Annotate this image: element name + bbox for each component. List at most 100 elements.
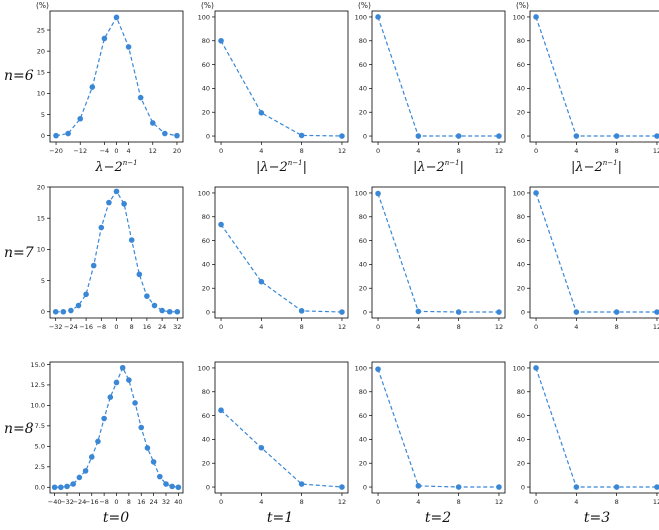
data-point [573, 484, 580, 490]
data-point [533, 14, 539, 20]
xtick-label: −12 [73, 147, 87, 155]
ytick-label: 20 [37, 183, 45, 191]
ytick-label: 20 [37, 47, 45, 55]
xtick-label: 0 [534, 147, 538, 155]
data-point [613, 309, 620, 315]
xtick-label: 8 [457, 147, 461, 155]
xtick-label: −32 [49, 323, 63, 331]
data-point [174, 308, 181, 315]
data-point [132, 400, 138, 406]
data-point [415, 133, 422, 139]
data-point [455, 484, 462, 490]
data-point [82, 468, 89, 474]
data-point [298, 481, 305, 487]
data-point [175, 484, 182, 491]
xtick-label: 4 [259, 147, 263, 155]
column-label: t=0 [103, 510, 129, 526]
ytick-label: 60 [202, 61, 210, 69]
panel-r2-c2: 0 20 40 60 80 100 0 4 8 12 [355, 361, 506, 506]
data-point [174, 132, 180, 139]
data-point [415, 308, 422, 315]
ytick-label: 100 [355, 364, 367, 372]
data-point [455, 133, 462, 139]
xtick-label: 8 [127, 498, 131, 506]
xtick-label: 40 [174, 498, 182, 506]
data-point [101, 35, 108, 42]
axes-frame [214, 186, 349, 319]
xtick-label: −8 [99, 498, 109, 506]
xtick-label: 12 [653, 147, 659, 155]
series-line [54, 366, 179, 488]
data-point [163, 481, 169, 487]
xtick-label: −8 [97, 323, 107, 331]
ytick-label: 80 [202, 388, 210, 396]
panel-r0-c0: 0 5 10 15 20 25 −20 −12 −4 0 4 12 20 (%) λ−2n−1 [36, 1, 184, 175]
ytick-label: 100 [513, 13, 525, 21]
ytick-label: 7.5 [35, 422, 45, 430]
ytick-label: 80 [517, 37, 525, 45]
panel-xlabel: |λ−2n−1| [256, 159, 307, 175]
data-point [654, 309, 659, 315]
series-line [377, 16, 499, 137]
xtick-label: −32 [60, 498, 74, 506]
ytick-label: 60 [517, 412, 525, 420]
data-point [126, 377, 132, 383]
ytick-label: 40 [359, 85, 367, 93]
data-point [128, 237, 135, 243]
column-label: t=3 [584, 510, 610, 526]
data-point [101, 415, 107, 422]
panel-r1-c3: 0 20 40 60 80 100 0 4 8 12 [513, 186, 659, 331]
data-point [144, 445, 151, 451]
ytick-label: 20 [359, 109, 367, 117]
panel-xlabel: |λ−2n−1| [571, 159, 622, 175]
data-point [65, 130, 71, 137]
unit-label: (%) [516, 1, 529, 10]
data-point [375, 14, 381, 20]
unit-label: (%) [201, 1, 214, 10]
data-point [136, 271, 143, 278]
xtick-label: 0 [376, 498, 380, 506]
series-line [535, 192, 657, 313]
axes-frame [371, 186, 506, 319]
ytick-label: 40 [202, 261, 210, 269]
xtick-label: 0 [219, 323, 223, 331]
data-point [75, 302, 82, 309]
ytick-label: 15 [37, 69, 45, 77]
ytick-label: 60 [202, 412, 210, 420]
data-point [258, 444, 265, 451]
ytick-label: 0.0 [35, 484, 45, 492]
ytick-label: 20 [202, 285, 210, 293]
axes-frame [214, 10, 349, 143]
ytick-label: 0 [521, 132, 525, 140]
xtick-label: −16 [85, 498, 99, 506]
xtick-label: 4 [574, 498, 578, 506]
ytick-label: 40 [359, 261, 367, 269]
data-point [496, 484, 502, 490]
column-label: t=1 [267, 510, 293, 526]
ytick-label: 0 [41, 308, 45, 316]
series-line [55, 15, 178, 137]
data-point [113, 379, 120, 386]
ytick-label: 80 [202, 213, 210, 221]
xtick-label: 8 [615, 498, 619, 506]
ytick-label: 20 [517, 285, 525, 293]
ytick-label: 80 [359, 37, 367, 45]
ytick-label: 60 [517, 237, 525, 245]
ytick-label: 0 [41, 132, 45, 140]
ytick-label: 40 [517, 85, 525, 93]
ytick-label: 20 [359, 460, 367, 468]
series-line [377, 193, 499, 313]
xtick-label: 0 [534, 498, 538, 506]
axes-frame [371, 361, 506, 494]
data-point [119, 364, 126, 371]
xtick-label: 16 [137, 498, 145, 506]
ytick-label: 100 [198, 189, 210, 197]
ytick-label: 60 [202, 237, 210, 245]
panel-r2-c1: 0 20 40 60 80 100 0 4 8 12 [198, 361, 349, 506]
ytick-label: 100 [198, 364, 210, 372]
data-point [151, 302, 158, 309]
xtick-label: 0 [114, 323, 118, 331]
axes-frame [529, 10, 659, 143]
data-point [95, 438, 101, 445]
xtick-label: 0 [219, 498, 223, 506]
